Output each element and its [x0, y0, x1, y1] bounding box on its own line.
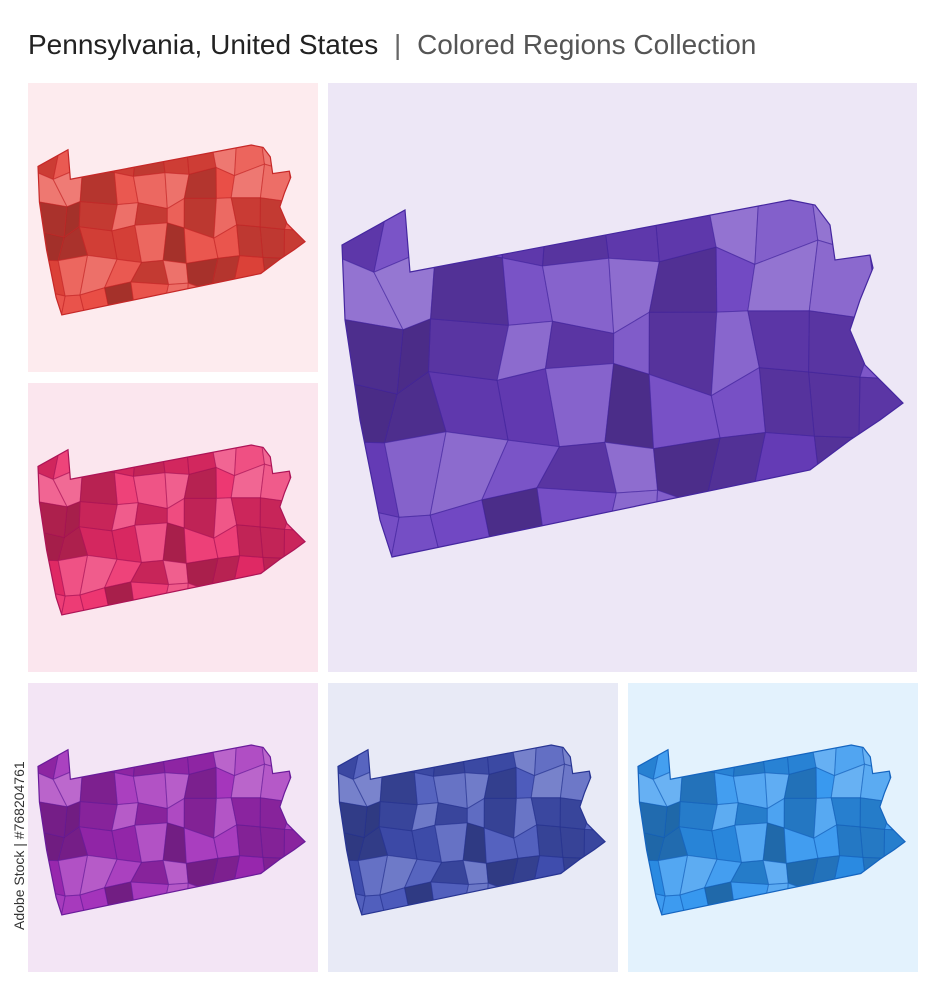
county	[78, 501, 118, 532]
map-panel	[28, 683, 318, 972]
state-outline	[37, 444, 306, 616]
map-panel	[28, 83, 318, 372]
county	[378, 801, 418, 832]
state-shape	[38, 445, 306, 615]
county	[259, 526, 286, 559]
panels	[28, 83, 918, 972]
county	[236, 824, 264, 858]
county	[236, 224, 264, 258]
map-panel	[628, 683, 918, 972]
state-outline	[341, 199, 904, 558]
county	[78, 201, 118, 232]
county	[808, 371, 861, 439]
county	[162, 822, 187, 864]
state-shape	[38, 145, 306, 315]
county	[162, 222, 187, 264]
title: Pennsylvania, United States | Colored Re…	[28, 29, 756, 60]
county	[859, 826, 886, 859]
title-separator: |	[394, 29, 401, 60]
state-outline	[337, 744, 606, 916]
county	[162, 522, 187, 564]
county	[604, 362, 655, 450]
county	[536, 824, 564, 858]
county	[259, 226, 286, 259]
county	[758, 367, 815, 437]
title-main: Pennsylvania, United States	[28, 29, 378, 60]
county	[678, 801, 718, 832]
map-panel	[28, 383, 318, 672]
map-panel	[328, 83, 917, 672]
state-shape	[638, 745, 906, 915]
county	[236, 524, 264, 558]
map-panel	[328, 683, 618, 972]
county	[427, 318, 510, 381]
title-subtitle: Colored Regions Collection	[417, 29, 756, 60]
county	[462, 822, 487, 864]
county	[559, 826, 586, 859]
state-shape	[338, 745, 606, 915]
state-shape	[342, 200, 903, 557]
stock-id: Adobe Stock | #768204761	[11, 761, 27, 930]
county	[78, 801, 118, 832]
state-outline	[37, 144, 306, 316]
county	[762, 822, 787, 864]
state-outline	[37, 744, 306, 916]
county	[259, 826, 286, 859]
state-outline	[637, 744, 906, 916]
state-shape	[38, 745, 306, 915]
county	[836, 824, 864, 858]
